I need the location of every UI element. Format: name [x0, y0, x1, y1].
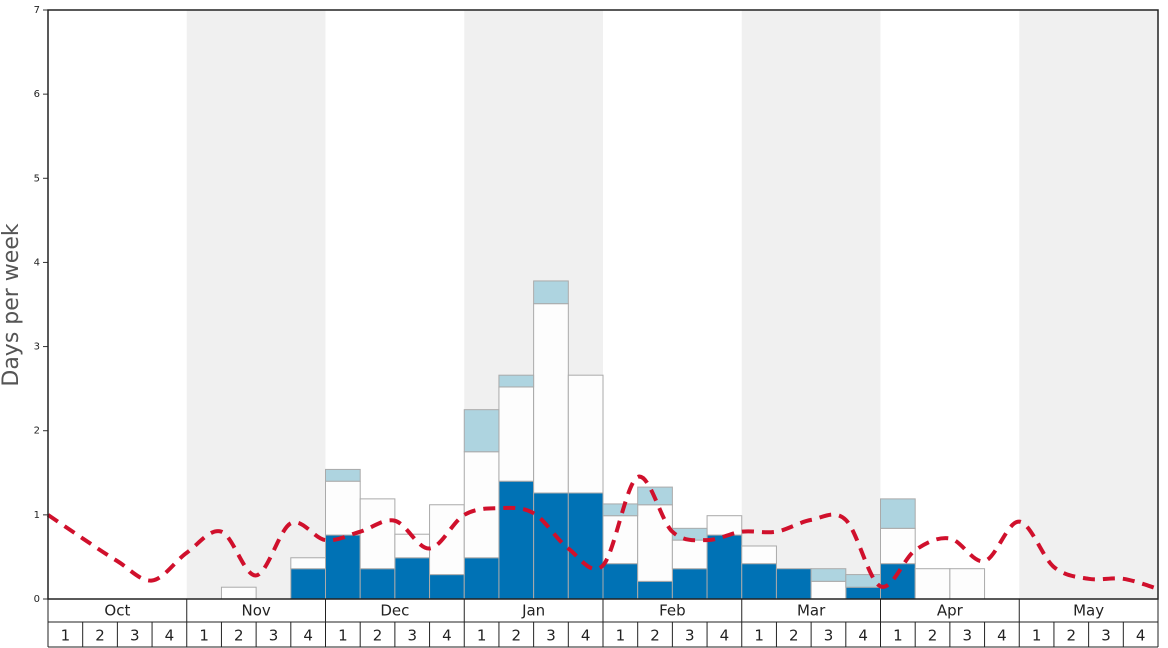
month-label: Jan	[521, 602, 545, 620]
week-label: 4	[1136, 627, 1146, 645]
bar-segment	[359, 568, 396, 600]
month-band	[186, 10, 326, 599]
week-label: 4	[581, 627, 591, 645]
y-tick-label: 4	[34, 257, 40, 268]
week-label: 4	[858, 627, 868, 645]
bar-segment	[914, 568, 951, 600]
week-label: 3	[546, 627, 556, 645]
bar-segment	[463, 451, 500, 559]
bar-segment	[290, 568, 326, 600]
bar-segment	[498, 386, 535, 482]
bar-segment	[810, 580, 847, 600]
bar-segment	[498, 480, 535, 600]
month-label: Mar	[797, 602, 826, 620]
bar-segment	[533, 280, 569, 305]
bar-segment	[429, 504, 465, 576]
month-band	[1019, 10, 1158, 599]
month-label: Oct	[104, 602, 130, 620]
bar-segment	[463, 409, 500, 453]
month-band	[741, 10, 881, 599]
bar-segment	[463, 557, 500, 600]
bar-segment	[741, 545, 777, 565]
bar-segment	[810, 568, 847, 582]
y-tick-label: 1	[34, 510, 40, 521]
week-label: 2	[95, 627, 105, 645]
week-label: 2	[789, 627, 799, 645]
bar-segment	[880, 498, 916, 529]
week-label: 1	[754, 627, 764, 645]
bar-segment	[325, 468, 361, 482]
bar-segment	[325, 534, 361, 600]
bar-segment	[637, 580, 673, 600]
week-label: 1	[893, 627, 903, 645]
week-label: 1	[477, 627, 487, 645]
week-label: 2	[1067, 627, 1077, 645]
bar-segment	[706, 534, 743, 600]
week-label: 3	[685, 627, 695, 645]
month-label: Apr	[937, 602, 964, 620]
bar-segment	[498, 374, 535, 388]
week-label: 3	[269, 627, 279, 645]
bar-segment	[637, 504, 673, 582]
bar-segment	[533, 492, 569, 600]
bar-segment	[533, 303, 569, 494]
bar-segment	[671, 539, 708, 570]
trend-line	[46, 474, 1159, 591]
bar-segment	[602, 563, 639, 600]
week-label: 3	[962, 627, 972, 645]
y-tick-label: 7	[34, 5, 40, 16]
week-label: 3	[130, 627, 140, 645]
y-tick-label: 2	[34, 426, 40, 437]
y-tick-label: 0	[34, 594, 40, 605]
bar-segment	[567, 492, 604, 600]
bar-segment	[394, 557, 431, 600]
bar-segment	[359, 498, 396, 570]
week-label: 3	[1101, 627, 1111, 645]
y-axis-label: Days per week	[0, 223, 24, 386]
y-tick-label: 3	[34, 342, 40, 353]
month-label: Feb	[659, 602, 686, 620]
bar-segment	[290, 557, 326, 570]
month-label: May	[1073, 602, 1104, 620]
week-label: 4	[997, 627, 1007, 645]
week-label: 4	[165, 627, 175, 645]
week-label: 2	[373, 627, 383, 645]
week-label: 2	[928, 627, 938, 645]
week-label: 1	[199, 627, 209, 645]
week-label: 2	[234, 627, 244, 645]
y-tick-label: 5	[34, 173, 40, 184]
bar-segment	[220, 586, 257, 600]
week-label: 2	[512, 627, 522, 645]
bar-segment	[325, 480, 361, 536]
week-label: 1	[1032, 627, 1042, 645]
bar-segment	[741, 563, 777, 600]
week-label: 4	[720, 627, 730, 645]
week-label: 4	[442, 627, 452, 645]
bar-segment	[706, 515, 743, 536]
week-label: 1	[616, 627, 626, 645]
bar-segment	[567, 374, 604, 494]
week-label: 2	[650, 627, 660, 645]
bar-segment	[845, 586, 881, 600]
bar-segment	[775, 568, 812, 600]
bar-segment	[845, 574, 881, 588]
y-tick-label: 6	[34, 89, 40, 100]
week-label: 3	[824, 627, 834, 645]
bar-segment	[880, 563, 916, 600]
bar-segment	[671, 568, 708, 600]
week-label: 1	[338, 627, 348, 645]
bar-segment	[602, 503, 639, 517]
bar-segment	[429, 574, 465, 600]
bar-segment	[949, 568, 986, 600]
week-label: 4	[303, 627, 313, 645]
month-label: Dec	[380, 602, 409, 620]
week-label: 1	[61, 627, 71, 645]
month-label: Nov	[241, 602, 270, 620]
week-label: 3	[407, 627, 417, 645]
